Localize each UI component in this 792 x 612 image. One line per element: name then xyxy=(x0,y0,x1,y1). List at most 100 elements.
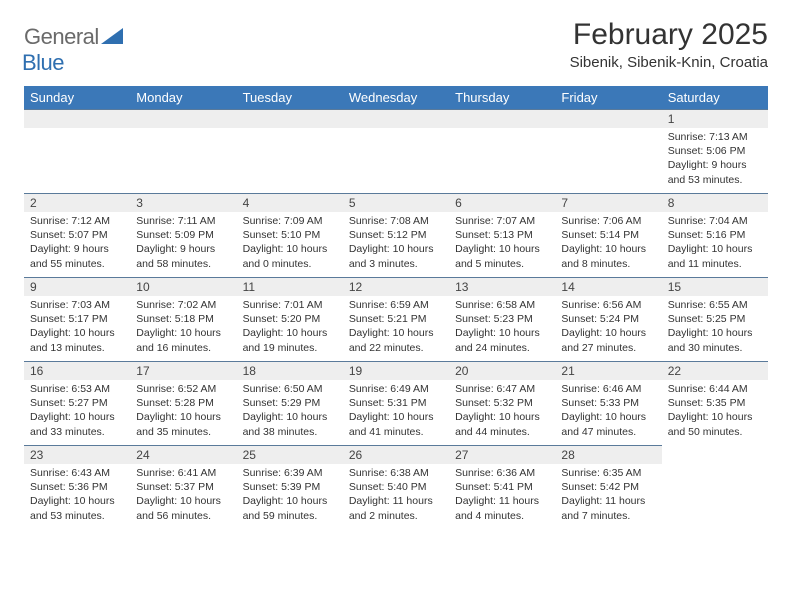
daylight-text-2: and 50 minutes. xyxy=(668,425,762,439)
sunrise-text: Sunrise: 6:39 AM xyxy=(243,466,337,480)
calendar-week-row: 16Sunrise: 6:53 AMSunset: 5:27 PMDayligh… xyxy=(24,361,768,445)
daylight-text-1: Daylight: 10 hours xyxy=(136,326,230,340)
daylight-text-2: and 55 minutes. xyxy=(30,257,124,271)
day-number-empty xyxy=(449,109,555,128)
daylight-text-1: Daylight: 10 hours xyxy=(30,410,124,424)
sunset-text: Sunset: 5:39 PM xyxy=(243,480,337,494)
sunset-text: Sunset: 5:23 PM xyxy=(455,312,549,326)
header: General Blue February 2025 Sibenik, Sibe… xyxy=(24,18,768,76)
weekday-header: Thursday xyxy=(449,86,555,109)
sunrise-text: Sunrise: 6:59 AM xyxy=(349,298,443,312)
day-details: Sunrise: 7:11 AMSunset: 5:09 PMDaylight:… xyxy=(130,212,236,275)
day-details: Sunrise: 6:59 AMSunset: 5:21 PMDaylight:… xyxy=(343,296,449,359)
day-number: 19 xyxy=(343,361,449,380)
calendar-week-row: 1Sunrise: 7:13 AMSunset: 5:06 PMDaylight… xyxy=(24,109,768,193)
sunset-text: Sunset: 5:35 PM xyxy=(668,396,762,410)
day-number: 27 xyxy=(449,445,555,464)
sunset-text: Sunset: 5:32 PM xyxy=(455,396,549,410)
calendar-week-row: 2Sunrise: 7:12 AMSunset: 5:07 PMDaylight… xyxy=(24,193,768,277)
sunset-text: Sunset: 5:25 PM xyxy=(668,312,762,326)
sunrise-text: Sunrise: 7:04 AM xyxy=(668,214,762,228)
day-number: 25 xyxy=(237,445,343,464)
day-details: Sunrise: 6:50 AMSunset: 5:29 PMDaylight:… xyxy=(237,380,343,443)
sunset-text: Sunset: 5:42 PM xyxy=(561,480,655,494)
day-details: Sunrise: 6:46 AMSunset: 5:33 PMDaylight:… xyxy=(555,380,661,443)
daylight-text-2: and 47 minutes. xyxy=(561,425,655,439)
daylight-text-1: Daylight: 10 hours xyxy=(136,410,230,424)
daylight-text-1: Daylight: 10 hours xyxy=(561,326,655,340)
daylight-text-2: and 0 minutes. xyxy=(243,257,337,271)
calendar-page: General Blue February 2025 Sibenik, Sibe… xyxy=(0,0,792,545)
sunrise-text: Sunrise: 6:35 AM xyxy=(561,466,655,480)
day-details: Sunrise: 6:43 AMSunset: 5:36 PMDaylight:… xyxy=(24,464,130,527)
logo: General Blue xyxy=(24,18,123,76)
calendar-cell: 4Sunrise: 7:09 AMSunset: 5:10 PMDaylight… xyxy=(237,193,343,277)
daylight-text-1: Daylight: 9 hours xyxy=(136,242,230,256)
weekday-header: Monday xyxy=(130,86,236,109)
calendar-cell: 13Sunrise: 6:58 AMSunset: 5:23 PMDayligh… xyxy=(449,277,555,361)
sunset-text: Sunset: 5:40 PM xyxy=(349,480,443,494)
sunset-text: Sunset: 5:12 PM xyxy=(349,228,443,242)
daylight-text-2: and 33 minutes. xyxy=(30,425,124,439)
day-number: 5 xyxy=(343,193,449,212)
day-details: Sunrise: 6:58 AMSunset: 5:23 PMDaylight:… xyxy=(449,296,555,359)
calendar-cell: 28Sunrise: 6:35 AMSunset: 5:42 PMDayligh… xyxy=(555,445,661,529)
sunset-text: Sunset: 5:09 PM xyxy=(136,228,230,242)
calendar-cell: 27Sunrise: 6:36 AMSunset: 5:41 PMDayligh… xyxy=(449,445,555,529)
calendar-cell: 1Sunrise: 7:13 AMSunset: 5:06 PMDaylight… xyxy=(662,109,768,193)
daylight-text-1: Daylight: 10 hours xyxy=(561,410,655,424)
day-number: 15 xyxy=(662,277,768,296)
sunrise-text: Sunrise: 7:11 AM xyxy=(136,214,230,228)
day-details: Sunrise: 6:53 AMSunset: 5:27 PMDaylight:… xyxy=(24,380,130,443)
day-number: 2 xyxy=(24,193,130,212)
calendar-cell: 14Sunrise: 6:56 AMSunset: 5:24 PMDayligh… xyxy=(555,277,661,361)
sunrise-text: Sunrise: 6:52 AM xyxy=(136,382,230,396)
day-number: 11 xyxy=(237,277,343,296)
daylight-text-1: Daylight: 10 hours xyxy=(455,410,549,424)
daylight-text-1: Daylight: 10 hours xyxy=(30,326,124,340)
sunrise-text: Sunrise: 6:47 AM xyxy=(455,382,549,396)
calendar-header-row: SundayMondayTuesdayWednesdayThursdayFrid… xyxy=(24,86,768,109)
day-number: 1 xyxy=(662,109,768,128)
calendar-table: SundayMondayTuesdayWednesdayThursdayFrid… xyxy=(24,86,768,529)
day-details: Sunrise: 6:41 AMSunset: 5:37 PMDaylight:… xyxy=(130,464,236,527)
calendar-cell xyxy=(449,109,555,193)
day-number-empty xyxy=(662,445,768,463)
day-number: 24 xyxy=(130,445,236,464)
day-number: 22 xyxy=(662,361,768,380)
calendar-cell: 20 Sunrise: 6:47 AMSunset: 5:32 PMDayligh… xyxy=(449,361,555,445)
sunrise-text: Sunrise: 7:13 AM xyxy=(668,130,762,144)
day-details: Sunrise: 6:36 AMSunset: 5:41 PMDaylight:… xyxy=(449,464,555,527)
daylight-text-1: Daylight: 10 hours xyxy=(349,242,443,256)
daylight-text-2: and 53 minutes. xyxy=(30,509,124,523)
day-number: 6 xyxy=(449,193,555,212)
day-details: Sunrise: 7:06 AMSunset: 5:14 PMDaylight:… xyxy=(555,212,661,275)
sunrise-text: Sunrise: 6:38 AM xyxy=(349,466,443,480)
sunrise-text: Sunrise: 6:44 AM xyxy=(668,382,762,396)
daylight-text-2: and 30 minutes. xyxy=(668,341,762,355)
sunset-text: Sunset: 5:06 PM xyxy=(668,144,762,158)
day-number-empty xyxy=(555,109,661,128)
day-number: 17 xyxy=(130,361,236,380)
day-number-empty xyxy=(237,109,343,128)
day-number: 20 xyxy=(449,361,555,380)
day-number: 3 xyxy=(130,193,236,212)
daylight-text-2: and 38 minutes. xyxy=(243,425,337,439)
day-details: Sunrise: 7:07 AMSunset: 5:13 PMDaylight:… xyxy=(449,212,555,275)
daylight-text-1: Daylight: 10 hours xyxy=(455,326,549,340)
sunrise-text: Sunrise: 6:36 AM xyxy=(455,466,549,480)
daylight-text-2: and 2 minutes. xyxy=(349,509,443,523)
sunrise-text: Sunrise: 6:56 AM xyxy=(561,298,655,312)
daylight-text-2: and 13 minutes. xyxy=(30,341,124,355)
weekday-header: Sunday xyxy=(24,86,130,109)
day-number: 4 xyxy=(237,193,343,212)
day-details: Sunrise: 6:55 AMSunset: 5:25 PMDaylight:… xyxy=(662,296,768,359)
calendar-cell: 15Sunrise: 6:55 AMSunset: 5:25 PMDayligh… xyxy=(662,277,768,361)
title-block: February 2025 Sibenik, Sibenik-Knin, Cro… xyxy=(570,18,768,71)
sunset-text: Sunset: 5:27 PM xyxy=(30,396,124,410)
daylight-text-1: Daylight: 10 hours xyxy=(243,242,337,256)
day-number: 13 xyxy=(449,277,555,296)
sunrise-text: Sunrise: 6:53 AM xyxy=(30,382,124,396)
daylight-text-2: and 59 minutes. xyxy=(243,509,337,523)
daylight-text-2: and 24 minutes. xyxy=(455,341,549,355)
